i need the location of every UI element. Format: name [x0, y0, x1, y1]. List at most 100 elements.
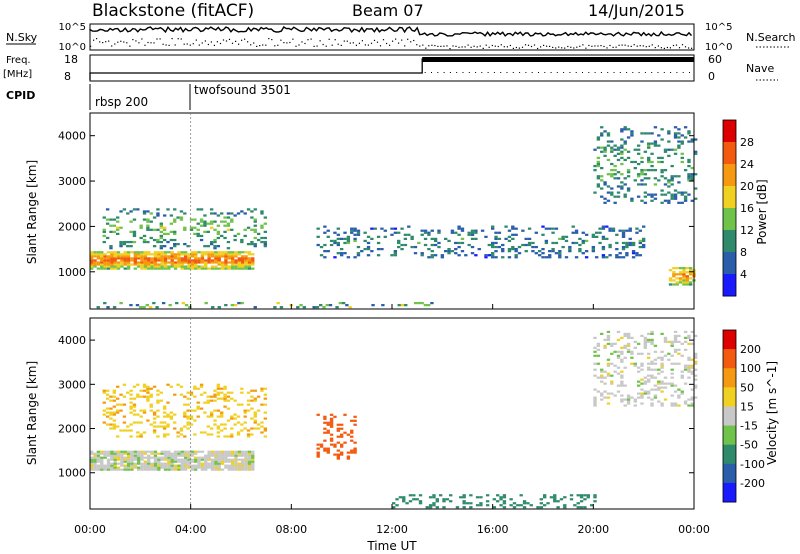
velocity-cell	[220, 415, 224, 418]
power-cell	[680, 201, 684, 204]
velocity-cell	[147, 450, 151, 453]
velocity-cell	[529, 504, 533, 507]
velocity-cell	[636, 384, 641, 387]
velocity-cell	[670, 404, 674, 407]
velocity-cell	[623, 356, 627, 359]
power-cell	[241, 267, 245, 270]
velocity-cell	[606, 338, 611, 341]
velocity-cell	[156, 401, 160, 404]
velocity-cell	[253, 415, 257, 418]
velocity-cell	[206, 433, 210, 436]
power-cell	[90, 261, 94, 264]
velocity-cell	[326, 451, 330, 454]
nsearch-dot	[621, 44, 623, 46]
power-cell	[113, 259, 117, 262]
power-cell	[514, 254, 518, 257]
velocity-cell	[147, 460, 151, 463]
velocity-cell	[200, 458, 205, 461]
power-cell	[100, 251, 104, 254]
velocity-cell	[204, 458, 208, 461]
velocity-cell	[677, 362, 681, 365]
nave-dot	[512, 72, 514, 73]
nsearch-dot	[669, 47, 671, 49]
power-cell	[116, 263, 121, 266]
power-cell	[112, 218, 117, 221]
power-cell	[110, 257, 114, 260]
power-cell	[216, 230, 221, 233]
velocity-cell	[620, 376, 624, 379]
velocity-cell	[636, 380, 641, 383]
power-cell	[160, 261, 164, 264]
power-cell	[623, 126, 627, 129]
velocity-cell	[187, 450, 191, 453]
power-cell	[139, 224, 143, 227]
power-cell	[690, 173, 694, 176]
power-cell	[605, 225, 609, 228]
power-cell	[511, 247, 515, 251]
velocity-cell	[146, 385, 150, 388]
power-cell	[126, 255, 131, 258]
power-cell	[223, 230, 227, 233]
velocity-cell	[683, 366, 688, 369]
velocity-cell	[112, 425, 117, 428]
nave-dot	[525, 72, 527, 73]
velocity-cell	[673, 390, 678, 393]
velocity-cell	[122, 403, 127, 406]
power-y-axis-label: Slant Range [km]	[25, 160, 39, 264]
velocity-cell	[603, 370, 607, 373]
power-cell	[596, 162, 601, 166]
power-cell	[103, 263, 107, 266]
velocity-cell	[136, 395, 140, 398]
velocity-cell	[246, 391, 251, 394]
velocity-cell	[600, 392, 604, 395]
velocity-cell	[156, 389, 160, 392]
velocity-cell	[103, 456, 107, 459]
velocity-cell	[183, 458, 188, 461]
power-cell	[147, 259, 151, 262]
nsearch-dot	[298, 44, 300, 46]
velocity-cell	[190, 460, 195, 463]
velocity-cell	[316, 455, 320, 458]
power-cell	[625, 252, 629, 255]
velocity-cell	[190, 464, 195, 467]
power-cell	[184, 304, 189, 307]
velocity-cell	[214, 450, 218, 453]
velocity-cell	[214, 458, 218, 461]
velocity-cell	[203, 411, 207, 414]
power-cell	[173, 267, 178, 270]
nsearch-dot	[259, 45, 261, 47]
power-cell	[521, 243, 525, 247]
plot-title: Blackstone (fitACF)	[92, 1, 254, 21]
power-cell	[433, 239, 438, 243]
velocity-cell	[126, 468, 131, 471]
nsearch-dot	[678, 47, 681, 49]
power-cell	[670, 183, 674, 186]
velocity-cell	[596, 344, 601, 347]
power-cell	[106, 255, 111, 258]
power-cell	[210, 267, 215, 270]
power-cell	[90, 265, 94, 268]
nsearch-dot	[660, 47, 662, 49]
velocity-cell	[673, 402, 678, 405]
velocity-cell	[660, 366, 664, 369]
velocity-cell	[112, 419, 117, 422]
velocity-cell	[263, 393, 268, 396]
power-cell	[103, 253, 107, 256]
velocity-cell	[227, 450, 231, 453]
power-cell	[507, 250, 512, 253]
power-cell	[678, 267, 683, 270]
power-cell	[243, 212, 247, 215]
velocity-cell	[620, 398, 624, 401]
power-cell	[176, 216, 180, 219]
power-cell	[190, 251, 195, 254]
power-cell	[156, 208, 160, 211]
velocity-cell	[100, 464, 104, 467]
velocity-cell	[502, 494, 507, 497]
velocity-cell	[193, 409, 197, 412]
velocity-cell	[650, 404, 654, 407]
velocity-cell	[519, 494, 523, 497]
cpid-segment-2: twofsound 3501	[194, 83, 291, 97]
nsearch-dot	[446, 45, 448, 47]
velocity-cell	[583, 494, 587, 497]
